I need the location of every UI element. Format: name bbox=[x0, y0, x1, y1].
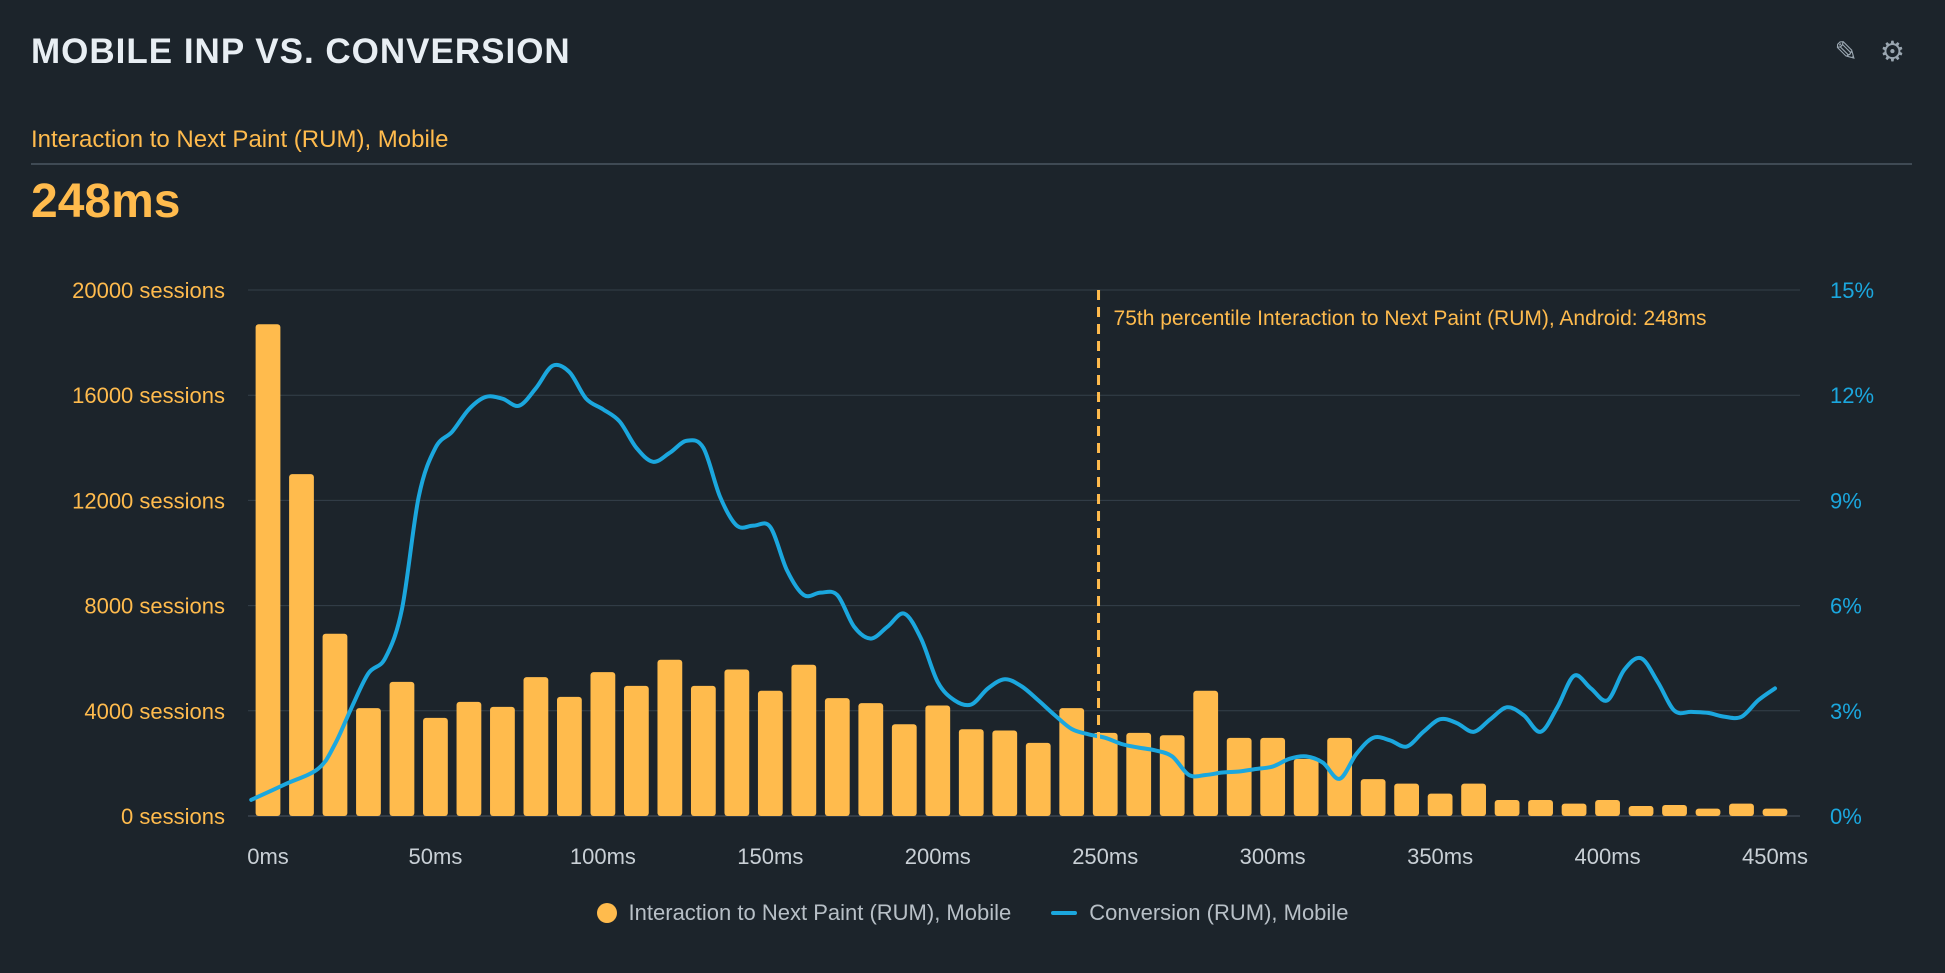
legend-item-inp[interactable]: Interaction to Next Paint (RUM), Mobile bbox=[596, 900, 1012, 926]
y-left-tick-label: 20000 sessions bbox=[72, 278, 225, 303]
bar bbox=[423, 717, 448, 816]
y-left-tick-label: 8000 sessions bbox=[84, 594, 225, 619]
legend-item-conversion[interactable]: Conversion (RUM), Mobile bbox=[1051, 900, 1348, 926]
bar bbox=[757, 690, 783, 816]
bar bbox=[891, 724, 917, 816]
bar bbox=[590, 672, 616, 816]
y-right-tick-label: 9% bbox=[1830, 488, 1862, 513]
bar bbox=[1561, 803, 1587, 816]
bar bbox=[1159, 735, 1185, 816]
bar bbox=[1762, 808, 1788, 816]
bar bbox=[389, 681, 415, 816]
x-tick-label: 350ms bbox=[1407, 844, 1473, 869]
x-tick-label: 300ms bbox=[1240, 844, 1306, 869]
pencil-icon[interactable]: ✎ bbox=[1834, 36, 1858, 67]
metric-value: 248ms bbox=[31, 175, 181, 228]
y-left-tick-label: 12000 sessions bbox=[72, 488, 225, 513]
bar bbox=[1025, 742, 1051, 816]
gear-icon[interactable]: ⚙ bbox=[1879, 36, 1905, 67]
x-tick-label: 0ms bbox=[247, 844, 289, 869]
bar bbox=[1628, 806, 1654, 816]
bar bbox=[858, 703, 884, 816]
bar bbox=[1695, 808, 1721, 816]
bar bbox=[557, 696, 582, 816]
bar bbox=[322, 633, 348, 816]
chart-title: MOBILE INP VS. CONVERSION bbox=[31, 32, 571, 71]
bar bbox=[992, 730, 1018, 816]
metric-label: Interaction to Next Paint (RUM), Mobile bbox=[31, 126, 449, 153]
conversion-line bbox=[249, 362, 1777, 802]
bar-series-swatch bbox=[596, 903, 617, 923]
bar bbox=[1059, 708, 1085, 816]
bar bbox=[623, 685, 649, 816]
bar bbox=[1427, 793, 1453, 816]
divider bbox=[31, 163, 1912, 165]
bar bbox=[1595, 799, 1620, 816]
bar bbox=[1494, 799, 1520, 816]
y-right-tick-label: 15% bbox=[1830, 278, 1874, 303]
x-tick-label: 150ms bbox=[737, 844, 803, 869]
bar bbox=[791, 664, 817, 816]
bar bbox=[1126, 732, 1152, 816]
bar bbox=[1360, 779, 1386, 816]
bar bbox=[490, 706, 515, 816]
bar bbox=[1394, 783, 1420, 816]
bar bbox=[1528, 799, 1553, 816]
y-right-tick-label: 3% bbox=[1830, 699, 1862, 724]
y-left-tick-label: 0 sessions bbox=[121, 804, 225, 829]
x-tick-label: 200ms bbox=[905, 844, 971, 869]
bar bbox=[958, 729, 984, 816]
bar bbox=[1193, 690, 1219, 816]
bar bbox=[523, 677, 549, 816]
y-left-tick-label: 16000 sessions bbox=[72, 383, 225, 408]
bar bbox=[657, 659, 683, 816]
x-tick-label: 50ms bbox=[409, 844, 463, 869]
y-right-tick-label: 0% bbox=[1830, 804, 1862, 829]
bar bbox=[289, 474, 314, 816]
bar bbox=[1260, 737, 1286, 816]
bar bbox=[356, 708, 381, 816]
bar bbox=[724, 669, 750, 816]
bar bbox=[1293, 758, 1319, 816]
bar bbox=[255, 324, 281, 816]
y-right-tick-label: 6% bbox=[1830, 594, 1862, 619]
bar bbox=[1729, 803, 1754, 816]
bar bbox=[690, 685, 716, 816]
percentile-annotation: 75th percentile Interaction to Next Pain… bbox=[1114, 307, 1707, 330]
legend-label: Conversion (RUM), Mobile bbox=[1089, 900, 1349, 925]
y-left-tick-label: 4000 sessions bbox=[84, 699, 225, 724]
bar bbox=[824, 698, 850, 816]
y-right-tick-label: 12% bbox=[1830, 383, 1874, 408]
bar bbox=[456, 701, 482, 816]
bar bbox=[1461, 783, 1486, 816]
x-tick-label: 100ms bbox=[570, 844, 636, 869]
x-tick-label: 400ms bbox=[1575, 844, 1641, 869]
x-tick-label: 250ms bbox=[1072, 844, 1138, 869]
line-series-swatch bbox=[1051, 911, 1078, 915]
bar bbox=[1662, 804, 1687, 816]
bar bbox=[925, 705, 951, 816]
x-tick-label: 450ms bbox=[1742, 844, 1808, 869]
legend: Interaction to Next Paint (RUM), Mobile … bbox=[0, 900, 1945, 926]
bar bbox=[1226, 737, 1252, 816]
legend-label: Interaction to Next Paint (RUM), Mobile bbox=[628, 900, 1012, 925]
bar bbox=[1092, 732, 1118, 816]
